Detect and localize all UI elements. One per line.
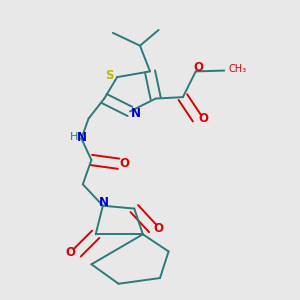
Text: O: O <box>198 112 208 125</box>
Text: N: N <box>98 196 108 209</box>
Text: N: N <box>131 107 141 120</box>
Text: H: H <box>70 132 78 142</box>
Text: O: O <box>194 61 204 74</box>
Text: O: O <box>120 157 130 170</box>
Text: O: O <box>154 221 164 235</box>
Text: CH₃: CH₃ <box>229 64 247 74</box>
Text: N: N <box>77 131 87 144</box>
Text: S: S <box>105 70 113 83</box>
Text: O: O <box>66 245 76 259</box>
